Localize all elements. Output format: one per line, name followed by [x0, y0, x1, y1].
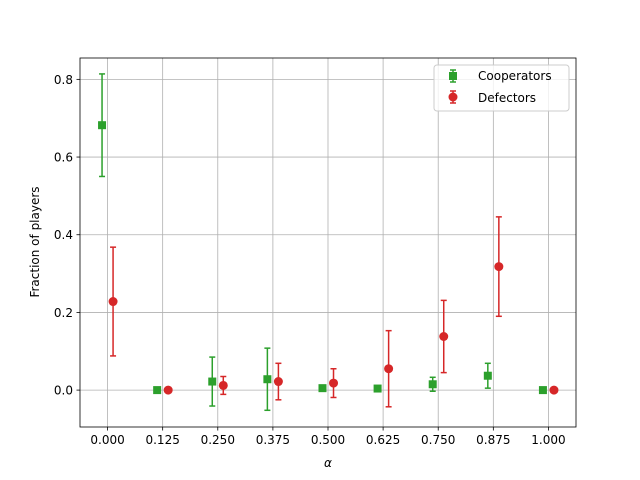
- legend-defectors-marker: [448, 92, 458, 102]
- legend-cooperators-label: Cooperators: [478, 69, 552, 83]
- y-tick-label: 0.8: [54, 73, 73, 87]
- y-tick-label: 0.0: [54, 384, 73, 398]
- cooperators-point: [428, 380, 437, 389]
- cooperators-point: [153, 386, 162, 395]
- cooperators-point: [538, 386, 547, 395]
- defectors-point: [108, 297, 118, 307]
- legend-entry-defectors: Defectors: [448, 90, 536, 105]
- y-axis-label: Fraction of players: [28, 186, 42, 297]
- x-tick-label: 0.000: [90, 433, 124, 447]
- defectors-point: [329, 378, 339, 388]
- ticks: 0.000 0.125 0.250 0.375 0.500 0.625 0.750 0.875…: [54, 73, 566, 447]
- legend-frame: [433, 64, 570, 112]
- cooperators-point: [483, 371, 492, 380]
- legend-defectors-label: Defectors: [478, 91, 536, 105]
- cooperators-point: [98, 121, 107, 130]
- grid: [80, 58, 576, 427]
- x-tick-label: 0.625: [366, 433, 400, 447]
- x-tick-label: 0.125: [145, 433, 179, 447]
- cooperators-point: [318, 384, 327, 393]
- defectors-point: [494, 262, 504, 272]
- defectors-point: [439, 331, 449, 341]
- data-series: [98, 73, 559, 412]
- x-tick-label: 0.750: [421, 433, 455, 447]
- defectors-point: [384, 364, 394, 374]
- legend-entry-cooperators: Cooperators: [449, 69, 552, 83]
- defectors-point: [549, 385, 559, 395]
- cooperators-point: [373, 384, 382, 393]
- x-axis-label: α: [324, 456, 332, 470]
- x-tick-label: 0.500: [311, 433, 345, 447]
- defectors-point: [273, 377, 283, 387]
- cooperators-point: [263, 375, 272, 384]
- cooperators-point: [208, 377, 217, 386]
- x-tick-label: 0.875: [476, 433, 510, 447]
- series-cooperators: [98, 73, 547, 412]
- defectors-point: [163, 385, 173, 395]
- defectors-point: [218, 380, 228, 390]
- y-tick-label: 0.2: [54, 306, 73, 320]
- legend: Cooperators Defectors: [433, 64, 570, 112]
- series-defectors: [108, 216, 559, 408]
- legend-cooperators-marker: [449, 72, 457, 80]
- x-tick-label: 0.250: [201, 433, 235, 447]
- y-tick-label: 0.4: [54, 228, 73, 242]
- x-tick-label: 1.000: [531, 433, 565, 447]
- y-tick-label: 0.6: [54, 151, 73, 165]
- x-tick-label: 0.375: [256, 433, 290, 447]
